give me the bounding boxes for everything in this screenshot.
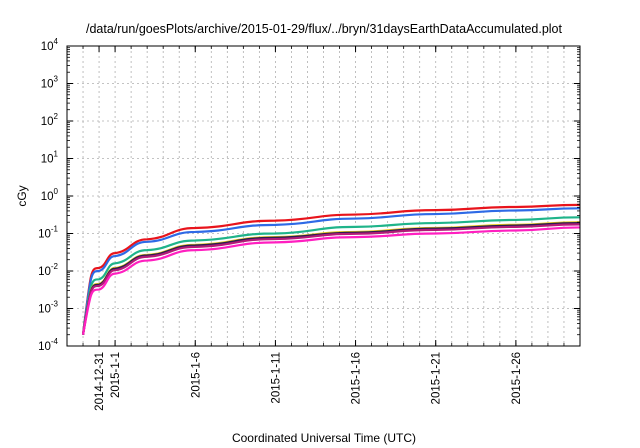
y-tick-label: 100	[41, 187, 59, 203]
chart-title: /data/run/goesPlots/archive/2015-01-29/f…	[86, 22, 562, 36]
x-tick-label: 2015-1-26	[511, 352, 523, 404]
x-tick-label: 2015-1-6	[190, 352, 202, 398]
y-tick-label: 10-1	[38, 225, 58, 241]
series-line-2	[81, 207, 581, 335]
y-axis-label: cGy	[15, 185, 29, 206]
x-axis-label: Coordinated Universal Time (UTC)	[232, 431, 416, 445]
y-tick-exponent: -2	[51, 262, 59, 271]
y-tick-exponent: 4	[54, 37, 59, 46]
y-tick-exponent: 2	[54, 112, 59, 121]
x-tick-label: 2015-1-1	[110, 352, 122, 398]
grid	[67, 46, 580, 346]
y-tick-exponent: 1	[54, 150, 59, 159]
y-tick-label: 103	[41, 75, 59, 91]
y-tick-exponent: -1	[51, 225, 59, 234]
series-line-3	[81, 216, 581, 335]
y-tick-label: 10-3	[38, 300, 58, 316]
y-tick-exponent: -3	[51, 300, 59, 309]
y-tick-label: 10-4	[38, 337, 58, 353]
y-tick-exponent: 3	[54, 75, 59, 84]
x-tick-label: 2014-12-31	[94, 352, 106, 411]
y-tick-label: 10-2	[38, 262, 58, 278]
y-tick-label: 101	[41, 150, 59, 166]
series-line-6	[81, 223, 581, 335]
x-tick-label: 2015-1-11	[270, 352, 282, 404]
series-group	[81, 203, 581, 335]
y-tick-label: 102	[41, 112, 59, 128]
series-line-4	[81, 221, 581, 335]
x-tick-label: 2015-1-21	[431, 352, 443, 404]
y-tick-label: 104	[41, 37, 59, 53]
x-tick-label: 2015-1-16	[351, 352, 363, 404]
axes: 10-410-310-210-11001011021031042014-12-3…	[38, 37, 580, 411]
y-tick-exponent: 0	[54, 187, 59, 196]
series-line-1	[81, 203, 581, 335]
series-line-7	[81, 226, 581, 335]
y-tick-exponent: -4	[51, 337, 59, 346]
